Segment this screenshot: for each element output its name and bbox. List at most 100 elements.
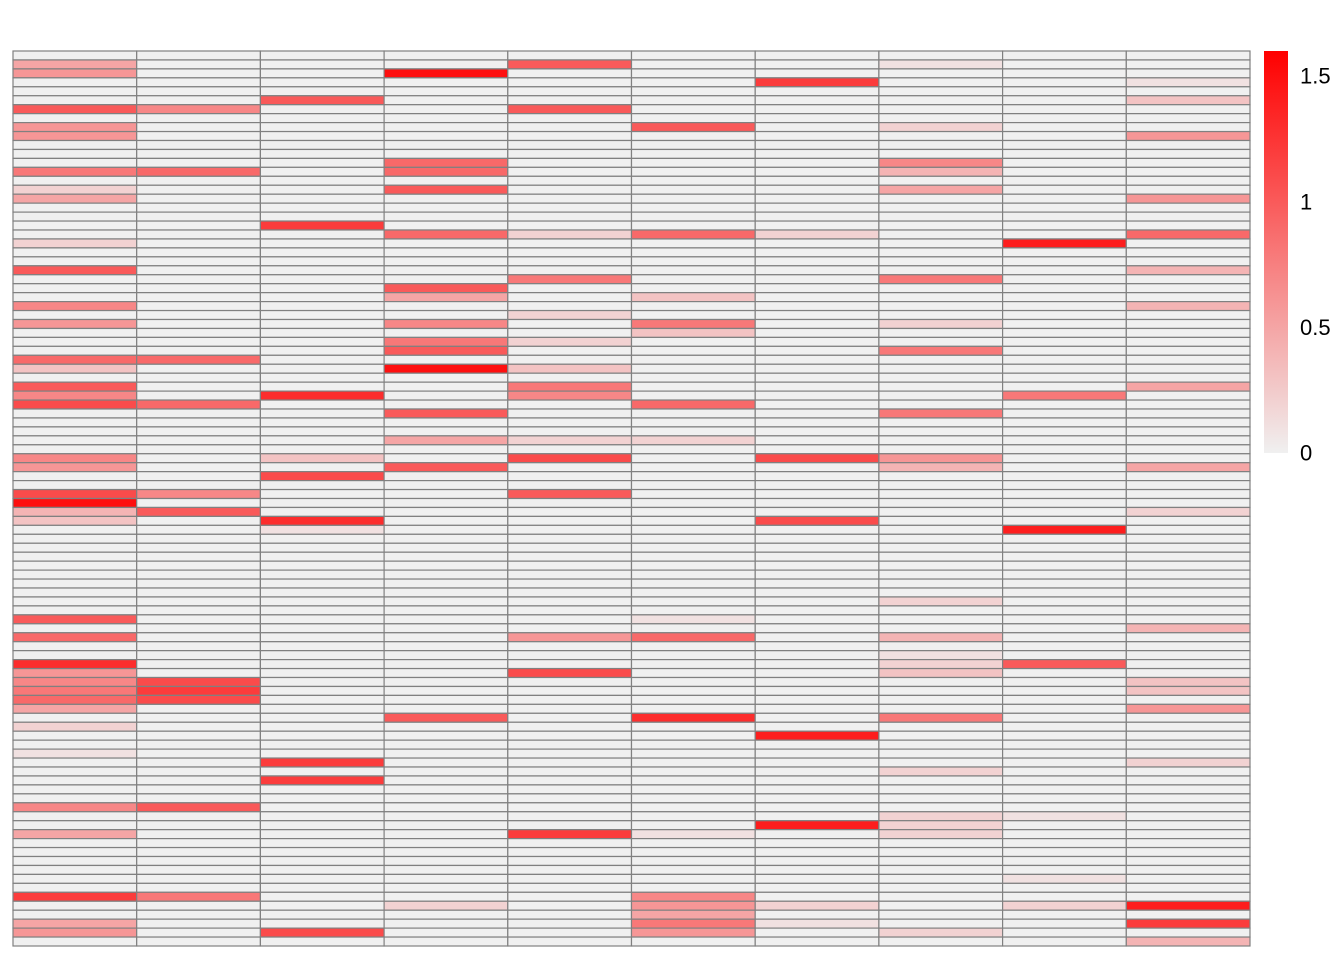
heatmap-cell: [1001, 542, 1127, 553]
heatmap-cell: [754, 506, 880, 518]
heatmap-cell: [383, 157, 509, 168]
heatmap-cell: [12, 936, 138, 947]
heatmap-cell: [754, 444, 880, 455]
heatmap-cell: [259, 739, 385, 750]
heatmap-cell: [136, 193, 261, 204]
heatmap-cell: [12, 506, 138, 518]
heatmap-cell: [878, 515, 1004, 526]
heatmap-cell: [878, 658, 1004, 670]
heatmap-cell: [12, 739, 138, 750]
heatmap-cell: [136, 202, 261, 213]
heatmap-cell: [1001, 50, 1127, 61]
heatmap-cell: [1001, 86, 1127, 97]
heatmap-cell: [630, 426, 756, 437]
heatmap-cell: [1125, 408, 1251, 419]
heatmap-cell: [1125, 802, 1251, 813]
heatmap-cell: [878, 480, 1004, 491]
heatmap-cell: [136, 77, 261, 88]
heatmap-cell: [754, 104, 880, 115]
heatmap-cell: [136, 873, 261, 884]
heatmap-cell: [383, 569, 509, 580]
heatmap-cell: [507, 309, 633, 321]
heatmap-cell: [1001, 578, 1127, 589]
heatmap-cell: [12, 130, 138, 142]
heatmap-cell: [878, 77, 1004, 88]
heatmap-cell: [630, 104, 756, 115]
heatmap-cell: [259, 667, 385, 679]
heatmap-cell: [754, 130, 880, 142]
heatmap-cell: [136, 694, 261, 705]
heatmap-cell: [12, 202, 138, 213]
heatmap-cell: [259, 130, 385, 142]
heatmap-cell: [136, 837, 261, 849]
heatmap-cell: [259, 121, 385, 133]
heatmap-cell: [383, 390, 509, 401]
heatmap-cell: [1125, 569, 1251, 580]
heatmap-cell: [507, 551, 633, 562]
heatmap-cell: [1001, 605, 1127, 616]
heatmap-cell: [383, 900, 509, 911]
heatmap-cell: [383, 104, 509, 115]
heatmap-cell: [1001, 837, 1127, 849]
heatmap-cell: [12, 471, 138, 482]
heatmap-cell: [383, 274, 509, 285]
heatmap-cell: [12, 578, 138, 589]
heatmap-cell: [1125, 730, 1251, 741]
heatmap-cell: [878, 139, 1004, 151]
heatmap-cell: [383, 542, 509, 553]
heatmap-cell: [507, 900, 633, 911]
heatmap-cell: [630, 247, 756, 258]
heatmap-cell: [12, 846, 138, 858]
heatmap-cell: [507, 77, 633, 88]
heatmap-cell: [1125, 336, 1251, 347]
heatmap-cell: [630, 274, 756, 285]
heatmap-cell: [1125, 113, 1251, 124]
heatmap-cell: [1125, 936, 1251, 947]
heatmap-cell: [507, 927, 633, 938]
heatmap-cell: [1125, 685, 1251, 697]
heatmap-cell: [1001, 462, 1127, 473]
heatmap-cell: [136, 855, 261, 867]
heatmap-cell: [12, 515, 138, 526]
heatmap-cell: [12, 837, 138, 849]
heatmap-cell: [630, 462, 756, 473]
heatmap-cell: [1001, 184, 1127, 195]
heatmap-cell: [754, 721, 880, 732]
heatmap-cell: [507, 408, 633, 419]
heatmap-cell: [878, 882, 1004, 893]
heatmap-cell: [754, 372, 880, 383]
heatmap-cell: [1001, 569, 1127, 580]
heatmap-cell: [1125, 632, 1251, 643]
heatmap-cell: [630, 399, 756, 410]
heatmap-cell: [259, 113, 385, 124]
heatmap-cell: [754, 453, 880, 464]
heatmap-cell: [383, 927, 509, 938]
heatmap-cell: [754, 632, 880, 643]
heatmap-cell: [630, 730, 756, 741]
heatmap-cell: [383, 327, 509, 339]
heatmap-cell: [259, 632, 385, 643]
heatmap-cell: [259, 77, 385, 88]
heatmap-cell: [12, 542, 138, 553]
heatmap-cell: [878, 417, 1004, 428]
heatmap-cell: [630, 480, 756, 491]
heatmap-cell: [259, 318, 385, 330]
heatmap-cell: [878, 462, 1004, 473]
heatmap-cell: [878, 426, 1004, 437]
heatmap-cell: [878, 59, 1004, 70]
heatmap-cell: [754, 936, 880, 947]
heatmap-cell: [754, 193, 880, 204]
heatmap-cell: [630, 265, 756, 276]
heatmap-cell: [1001, 148, 1127, 159]
heatmap-cell: [878, 166, 1004, 177]
heatmap-cell: [259, 104, 385, 115]
heatmap-cell: [259, 86, 385, 97]
heatmap-cell: [259, 909, 385, 920]
heatmap-cell: [507, 811, 633, 822]
heatmap-cell: [12, 247, 138, 258]
heatmap-cell: [12, 104, 138, 115]
heatmap-cell: [878, 766, 1004, 777]
heatmap-cell: [259, 694, 385, 705]
heatmap-cell: [878, 873, 1004, 884]
heatmap-cell: [1001, 506, 1127, 518]
